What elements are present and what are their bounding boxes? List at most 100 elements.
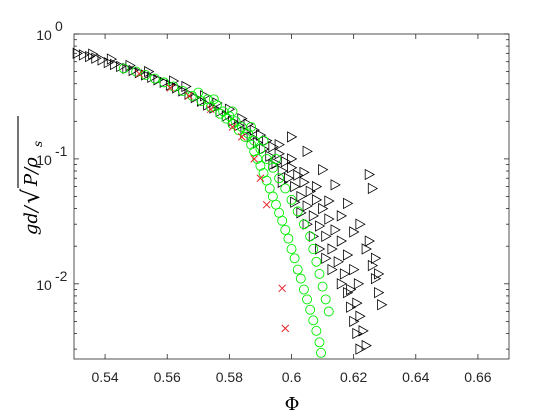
data-point-circle (255, 160, 266, 171)
svg-text:√: √ (17, 188, 45, 204)
data-point-circle (289, 253, 300, 264)
data-point-circle (316, 347, 326, 358)
data-point-triangle (134, 67, 146, 79)
x-tick-label: 0.58 (216, 369, 243, 385)
data-point-triangle (374, 268, 385, 280)
data-point-triangle (103, 56, 115, 69)
data-point-circle (187, 90, 198, 101)
y-tick-label: 10 (36, 277, 52, 293)
data-point-triangle (287, 131, 298, 143)
data-point-triangle (315, 220, 326, 232)
data-point-circle (271, 153, 281, 164)
data-point-x (185, 91, 193, 100)
data-point-circle (320, 294, 331, 305)
data-point-triangle (336, 210, 348, 222)
data-point-circle (280, 224, 291, 235)
data-point-triangle (370, 252, 382, 264)
data-point-triangle (290, 196, 301, 208)
data-point-triangle (370, 272, 382, 285)
data-point-x (135, 69, 144, 78)
data-point-triangle (353, 278, 365, 290)
data-point-circle (230, 116, 241, 127)
data-point-triangle (336, 278, 348, 290)
data-point-triangle (172, 82, 183, 94)
data-point-triangle (141, 69, 152, 81)
data-point-x (228, 123, 237, 131)
data-point-circle (258, 135, 269, 146)
data-point-circle (283, 233, 294, 244)
x-tick-label: 0.64 (402, 369, 429, 385)
data-point-triangle (159, 76, 170, 89)
data-point-circle (323, 306, 334, 317)
data-point-x (281, 324, 290, 333)
data-point-circle (227, 106, 238, 117)
x-tick-label: 0.62 (340, 369, 367, 385)
data-point-triangle (287, 162, 298, 174)
data-point-circle (118, 63, 129, 74)
data-point-circle (308, 315, 319, 326)
data-point-x (256, 174, 265, 183)
y-tick-exponent: -2 (55, 268, 68, 284)
data-point-circle (308, 244, 319, 254)
data-point-triangle (305, 185, 316, 198)
data-point-triangle (299, 176, 310, 188)
data-point-triangle (243, 118, 254, 130)
svg-text:s: s (31, 141, 45, 147)
data-point-triangle (296, 207, 307, 219)
data-point-x-stroke (228, 123, 237, 131)
data-point-triangle (277, 165, 289, 177)
data-point-triangle (287, 153, 298, 165)
data-point-triangle (125, 59, 136, 72)
x-tick-label: 0.54 (91, 369, 118, 385)
data-point-x-stroke (135, 69, 144, 78)
data-point-triangle (330, 179, 341, 191)
data-point-triangle (78, 49, 90, 61)
data-point-circle (286, 244, 297, 254)
data-point-x-stroke (250, 155, 259, 163)
data-point-circle (208, 94, 219, 105)
data-point-circle (233, 125, 244, 136)
data-point-triangle (339, 268, 351, 280)
data-point-triangle (352, 327, 363, 340)
data-point-x (262, 200, 271, 209)
data-point-x-stroke (281, 324, 290, 333)
data-point-triangle (361, 243, 372, 255)
data-point-circle (255, 144, 266, 154)
x-axis-ticks: 0.54 0.56 0.58 0.6 0.62 0.64 0.66 (91, 34, 492, 385)
data-point-circle (196, 96, 207, 107)
data-point-triangle (302, 145, 313, 157)
data-point-triangle (327, 263, 338, 276)
data-point-circle (267, 162, 278, 173)
data-point-triangle (116, 60, 127, 73)
data-point-triangle (178, 85, 189, 97)
data-point-circle (239, 131, 250, 142)
data-point-triangle (324, 213, 335, 225)
plot-area (73, 33, 510, 360)
data-point-triangle (268, 141, 279, 153)
data-point-circle (311, 256, 322, 267)
data-point-circle (211, 100, 222, 110)
data-point-circle (286, 194, 297, 205)
data-point-triangle (97, 54, 108, 66)
y-tick-label: 10 (36, 152, 52, 168)
data-point-triangle (367, 259, 379, 272)
data-point-x-stroke (185, 91, 193, 100)
data-point-circle (311, 325, 322, 336)
data-point-triangle (333, 256, 344, 268)
data-point-triangle (367, 182, 379, 195)
data-point-triangle (293, 169, 304, 181)
data-point-triangle (377, 299, 388, 311)
data-point-circle (246, 122, 257, 132)
y-tick-exponent: -1 (55, 143, 68, 159)
data-point-triangle (349, 315, 360, 328)
data-point-circle (274, 173, 285, 184)
data-point-triangle (315, 243, 326, 255)
data-point-circle (215, 108, 225, 119)
data-point-triangle (280, 156, 292, 168)
data-point-triangle (299, 166, 310, 179)
data-point-circle (314, 337, 325, 348)
data-point-circle (298, 284, 309, 295)
data-point-triangle (196, 95, 208, 107)
data-point-x-stroke (206, 105, 215, 114)
